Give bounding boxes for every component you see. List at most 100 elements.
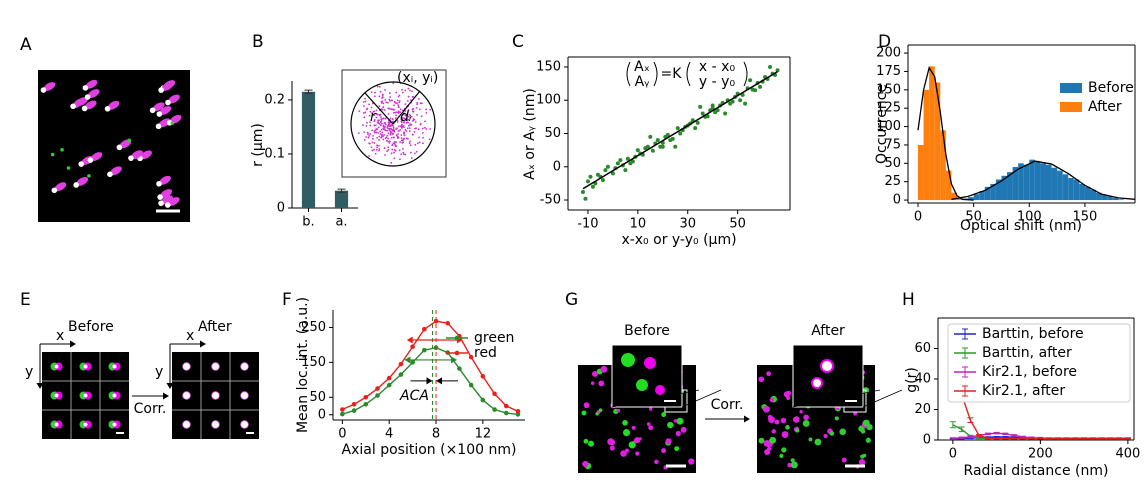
- localization: [417, 98, 420, 100]
- localization: [383, 122, 386, 125]
- green-spot: [802, 419, 810, 427]
- localization: [365, 124, 368, 127]
- histogram-bar: [1068, 178, 1074, 201]
- x-tick-label: a.: [335, 215, 347, 230]
- scatter-point: [588, 174, 593, 179]
- scatter-point: [618, 158, 623, 163]
- localization: [384, 129, 387, 132]
- localization: [379, 133, 382, 135]
- magenta-spot: [159, 175, 171, 185]
- localization: [400, 134, 403, 136]
- histogram-bar: [1034, 161, 1041, 201]
- magenta-spot: [787, 462, 792, 468]
- white-spot: [157, 194, 163, 200]
- x-axis-label: Radial distance (nm): [964, 463, 1109, 479]
- axis-letter: y: [155, 364, 163, 380]
- data-point: [398, 372, 404, 377]
- green-spot: [583, 438, 589, 444]
- equation: Aₓ: [634, 59, 650, 75]
- localization: [409, 116, 412, 119]
- localization: [399, 111, 402, 114]
- x-axis-label: Axial position (×100 nm): [342, 442, 517, 458]
- x-axis-label: x-x₀ or y-y₀ (µm): [621, 232, 736, 248]
- histogram-bar: [1023, 164, 1030, 201]
- bead: [211, 362, 220, 371]
- localization: [388, 107, 391, 110]
- scatter-point: [698, 104, 703, 109]
- localization: [410, 115, 413, 118]
- data-point: [410, 360, 415, 365]
- localization: [375, 109, 378, 112]
- localization: [401, 123, 403, 126]
- magenta-spot: [649, 407, 653, 411]
- arrow-head: [404, 356, 411, 364]
- localization: [389, 122, 391, 124]
- localization: [416, 113, 418, 116]
- localization: [388, 141, 391, 144]
- magenta-spot: [780, 417, 787, 424]
- localization: [399, 158, 401, 161]
- localization: [388, 92, 391, 95]
- localization: [379, 90, 382, 93]
- equation: Aᵧ: [635, 74, 650, 90]
- magenta-spot: [167, 197, 180, 206]
- localization: [385, 139, 388, 142]
- y-tick-label: 25: [884, 174, 901, 189]
- green-spot: [667, 421, 674, 429]
- green-spot: [785, 425, 790, 430]
- y-tick-label: 175: [876, 64, 901, 79]
- arrow-head: [166, 383, 174, 389]
- localization: [414, 152, 416, 155]
- white-spot: [70, 103, 76, 110]
- localization: [364, 97, 367, 100]
- green-spot: [862, 419, 870, 427]
- localization: [400, 121, 403, 124]
- localization: [371, 137, 374, 140]
- localization: [367, 136, 370, 139]
- localization: [403, 120, 405, 123]
- legend-label: After: [1088, 99, 1122, 115]
- scatter-point: [583, 196, 588, 201]
- localization: [382, 125, 385, 128]
- white-spot: [128, 155, 134, 161]
- green-spot: [808, 437, 813, 442]
- bar: [301, 91, 316, 208]
- magenta-spot: [598, 380, 605, 387]
- localization: [416, 142, 419, 145]
- scatter-point: [668, 138, 673, 143]
- localization: [362, 101, 365, 103]
- error-bar: [1081, 437, 1088, 440]
- scatter-point: [655, 138, 660, 143]
- localization: [373, 124, 376, 127]
- legend-label: Barttin, after: [982, 345, 1072, 361]
- data-point: [468, 354, 474, 360]
- error-bar: [1002, 437, 1009, 440]
- localization: [409, 151, 412, 154]
- localization: [366, 121, 368, 124]
- data-point: [398, 361, 404, 367]
- localization: [376, 136, 379, 139]
- magenta-spot: [758, 376, 765, 383]
- bead-overlap: [112, 364, 117, 369]
- localization: [409, 89, 411, 92]
- localization: [398, 101, 401, 104]
- localization: [374, 152, 377, 155]
- magenta-spot: [766, 446, 772, 451]
- localization: [368, 155, 370, 157]
- localization: [394, 145, 397, 148]
- localization: [374, 91, 376, 94]
- localization: [390, 108, 393, 111]
- y-tick-label: 150: [876, 82, 901, 97]
- bead-overlap: [83, 364, 88, 369]
- data-point: [375, 386, 380, 391]
- legend-errbar: [962, 385, 968, 397]
- bead: [182, 391, 191, 400]
- localization: [416, 101, 419, 104]
- error-bar: [1019, 437, 1026, 440]
- scatter-point: [713, 110, 718, 115]
- bead-overlap: [112, 422, 117, 427]
- localization: [386, 150, 388, 153]
- localization: [409, 123, 412, 125]
- panel-letter: G: [565, 290, 578, 310]
- spot: [636, 379, 648, 391]
